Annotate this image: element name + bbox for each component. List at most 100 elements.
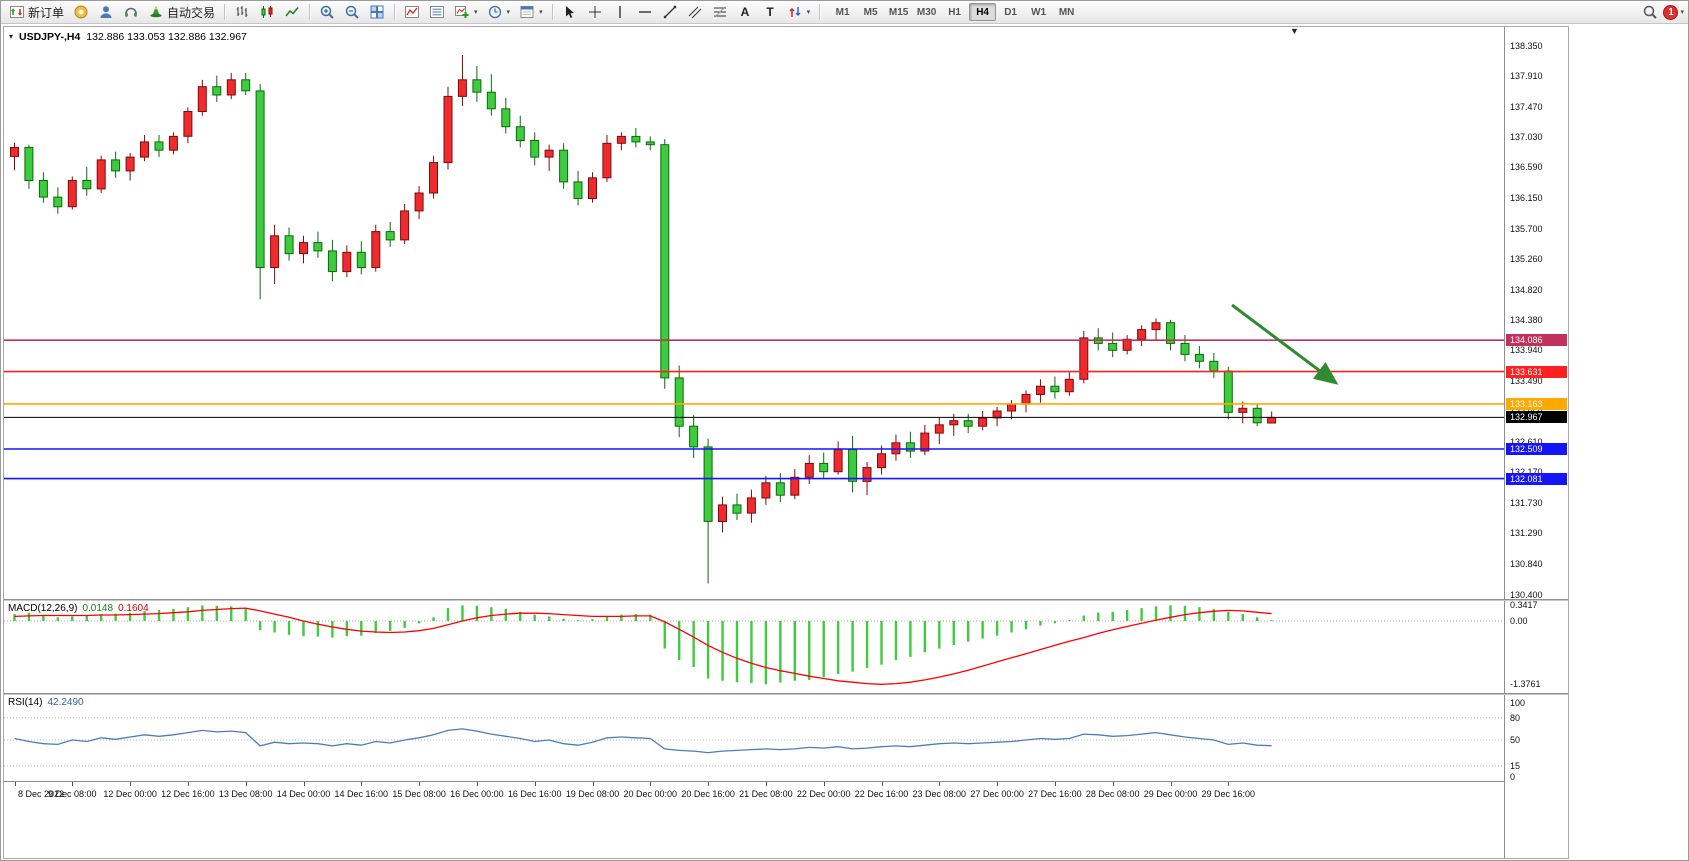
new-order-button[interactable]: 新订单 xyxy=(5,2,68,22)
timeframe-d1[interactable]: D1 xyxy=(997,3,1024,21)
templates-button[interactable]: ▾ xyxy=(515,2,547,22)
trendline-button[interactable] xyxy=(658,2,682,22)
candlestick-chart-button[interactable] xyxy=(255,2,279,22)
cursor-icon xyxy=(565,6,574,18)
time-label: 21 Dec 08:00 xyxy=(739,789,793,799)
candle-body xyxy=(544,149,554,158)
candle-body xyxy=(515,126,525,141)
macd-axis-label: 0.3417 xyxy=(1510,600,1538,611)
time-tick xyxy=(476,782,478,786)
time-label: 14 Dec 16:00 xyxy=(334,789,389,799)
price-level-badge: 132.509 xyxy=(1506,443,1567,456)
add-indicator-button[interactable]: ▾ xyxy=(450,2,482,22)
periods-button[interactable]: ▾ xyxy=(483,2,515,22)
trend-arrow[interactable] xyxy=(1231,303,1339,385)
pane-divider[interactable] xyxy=(4,599,1568,601)
horizontal-line-button[interactable] xyxy=(633,2,657,22)
price-chart[interactable] xyxy=(4,27,1504,599)
timeframe-h1[interactable]: H1 xyxy=(941,3,968,21)
price-tick: 136.150 xyxy=(1510,192,1543,203)
indicator-list-button[interactable] xyxy=(425,2,449,22)
candle-body xyxy=(226,79,236,96)
time-axis[interactable]: 8 Dec 2022 9 Dec 08:00 12 Dec 00:00 12 Dec … xyxy=(4,781,1504,858)
timeframe-m30[interactable]: M30 xyxy=(913,3,940,21)
community-button[interactable] xyxy=(69,2,93,22)
candle-body xyxy=(1050,385,1060,393)
bar-chart-button[interactable] xyxy=(230,2,254,22)
candle-body xyxy=(327,250,337,273)
pane-divider[interactable] xyxy=(4,693,1568,695)
rsi-pane[interactable]: RSI(14) 42.2490 xyxy=(4,695,1504,779)
timeframe-mn[interactable]: MN xyxy=(1053,3,1080,21)
rsi-chart[interactable] xyxy=(4,695,1504,779)
profile-button[interactable] xyxy=(94,2,118,22)
symbol-title: USDJPY-,H4 xyxy=(19,31,81,43)
time-label: 29 Dec 16:00 xyxy=(1201,789,1256,799)
candle-body xyxy=(761,482,771,499)
macd-pane[interactable]: MACD(12,26,9) 0.0148 0.1604 xyxy=(4,601,1504,693)
autotrading-button[interactable]: 自动交易 xyxy=(144,2,219,22)
toolbar: 新订单 xyxy=(1,1,1688,24)
price-tick: 132.610 xyxy=(1510,437,1543,447)
timeframe-group: M1 M5 M15 M30 H1 H4 D1 W1 MN xyxy=(829,3,1080,21)
tile-windows-button[interactable] xyxy=(365,2,389,22)
support-button[interactable] xyxy=(119,2,143,22)
price-tick: 134.820 xyxy=(1510,284,1543,295)
time-label: 12 Dec 00:00 xyxy=(103,789,157,799)
candle-body xyxy=(168,135,178,151)
candle-body xyxy=(154,141,164,151)
timeframe-h4[interactable]: H4 xyxy=(969,3,997,21)
channel-button[interactable] xyxy=(683,2,707,22)
time-tick xyxy=(708,782,710,786)
price-tick: 133.940 xyxy=(1510,345,1543,356)
zoom-in-button[interactable] xyxy=(315,2,339,22)
candle-body xyxy=(10,146,19,157)
candle-body xyxy=(848,449,858,482)
time-label: 23 Dec 08:00 xyxy=(912,789,967,799)
one-click-trading-arrow-icon[interactable]: ▾ xyxy=(9,32,14,41)
cursor-button[interactable] xyxy=(558,2,582,22)
text-icon: A xyxy=(740,5,749,19)
candle-body xyxy=(1194,353,1204,362)
candle-body xyxy=(559,149,569,183)
candle-body xyxy=(53,196,63,208)
indicators-button[interactable] xyxy=(400,2,424,22)
rsi-axis-label: 0 xyxy=(1510,772,1516,782)
chart-shift-marker-icon[interactable]: ▼ xyxy=(1290,27,1299,36)
timeframe-m5[interactable]: M5 xyxy=(857,3,884,21)
toolbar-overflow-caret-icon[interactable]: ▾ xyxy=(1680,9,1684,16)
timeframe-m15[interactable]: M15 xyxy=(885,3,912,21)
vertical-line-button[interactable] xyxy=(608,2,632,22)
price-axis[interactable]: 138.350 137.910 137.470 137.030 136.590 136.1… xyxy=(1504,27,1568,858)
candle-body xyxy=(674,377,684,427)
line-chart-icon xyxy=(285,6,299,17)
search-icon xyxy=(1644,5,1658,19)
candle-body xyxy=(703,446,713,522)
candle-body xyxy=(183,111,193,137)
candle-body xyxy=(111,159,121,172)
text-button[interactable]: A xyxy=(733,2,757,22)
time-tick xyxy=(939,782,941,786)
time-tick xyxy=(419,782,421,786)
fibonacci-button[interactable] xyxy=(708,2,732,22)
candle-body xyxy=(877,453,886,469)
arrows-button[interactable]: ▾ xyxy=(783,2,815,22)
price-tick: 136.590 xyxy=(1510,162,1543,173)
crosshair-button[interactable] xyxy=(583,2,607,22)
price-pane[interactable]: ▾ USDJPY-,H4 132.886 133.053 132.886 132… xyxy=(4,27,1504,599)
timeframe-m1[interactable]: M1 xyxy=(829,3,856,21)
time-tick xyxy=(130,782,132,786)
timeframe-w1[interactable]: W1 xyxy=(1025,3,1052,21)
price-tick: 135.700 xyxy=(1510,223,1543,234)
time-label: 19 Dec 08:00 xyxy=(565,789,620,799)
price-level-badge: 134.086 xyxy=(1506,334,1567,347)
macd-chart[interactable] xyxy=(4,601,1504,693)
search-button[interactable] xyxy=(1638,2,1662,22)
notification-badge[interactable]: 1 xyxy=(1663,4,1679,20)
candle-body xyxy=(1267,416,1277,424)
zoom-out-button[interactable] xyxy=(340,2,364,22)
price-tick: 134.380 xyxy=(1510,314,1543,325)
line-chart-button[interactable] xyxy=(280,2,304,22)
macd-name: MACD(12,26,9) xyxy=(8,603,78,614)
label-button[interactable]: T xyxy=(758,2,782,22)
